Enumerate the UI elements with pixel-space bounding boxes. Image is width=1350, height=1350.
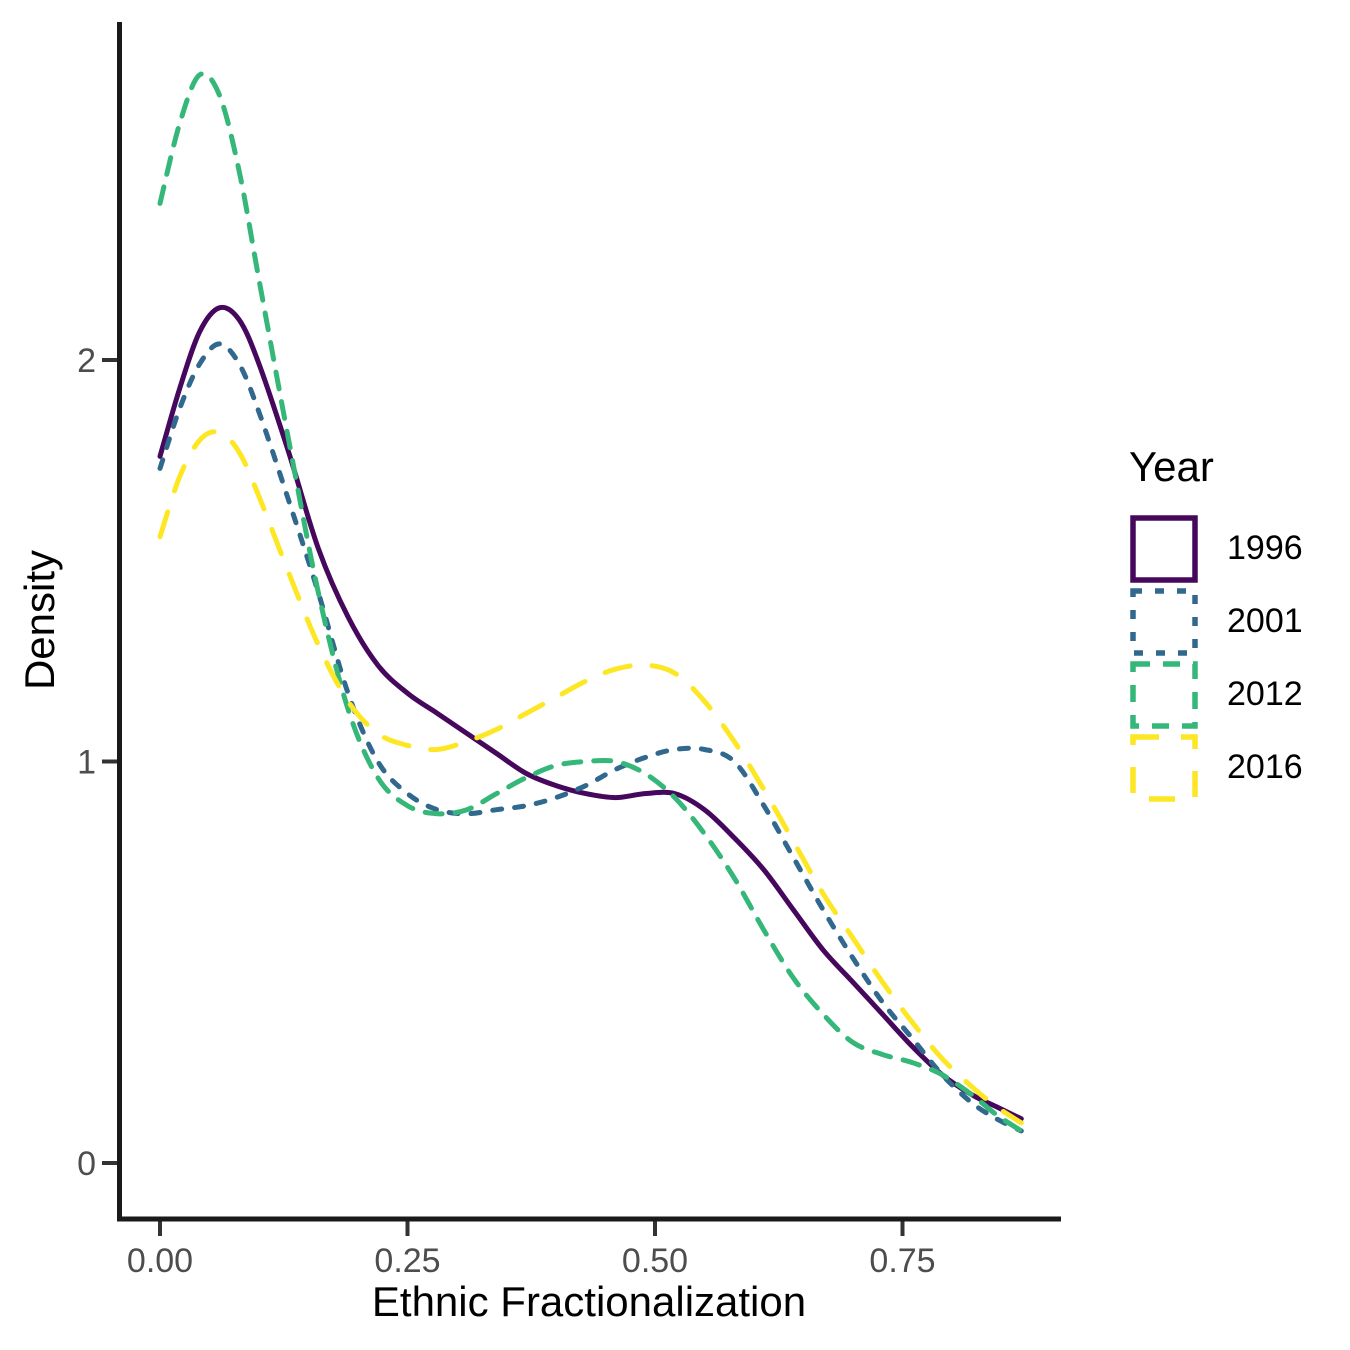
y-tick-label: 2 [77, 342, 96, 380]
legend-entry-1996: 1996 [1129, 512, 1303, 585]
x-tick-label: 0.25 [374, 1242, 440, 1280]
series-line-1996 [157, 304, 1024, 1122]
legend-key-1996 [1130, 514, 1198, 583]
legend-key-swatch [1130, 587, 1198, 656]
legend-key-swatch [1130, 514, 1198, 583]
legend-label: 2012 [1227, 675, 1303, 713]
legend: Year 1996 2001 2012 2016 [1129, 446, 1303, 804]
legend-title: Year [1129, 443, 1214, 490]
legend-key-2016 [1130, 733, 1198, 802]
legend-entry-2016: 2016 [1129, 731, 1303, 804]
legend-label: 2016 [1227, 748, 1303, 786]
x-axis-title: Ethnic Fractionalization [371, 1278, 807, 1325]
legend-key-swatch [1130, 733, 1198, 802]
y-axis-title: Density [16, 549, 63, 691]
x-tick-label: 0.00 [127, 1242, 193, 1280]
legend-key-2012 [1130, 660, 1198, 729]
legend-entry-2012: 2012 [1129, 658, 1303, 731]
legend-entries: 1996 2001 2012 2016 [1129, 512, 1303, 804]
series-line-2001 [157, 341, 1024, 1134]
legend-label: 2001 [1227, 602, 1303, 640]
y-tick-label: 1 [77, 744, 96, 782]
x-tick-label: 0.50 [622, 1242, 688, 1280]
series-line-2012 [157, 71, 1024, 1134]
legend-entry-2001: 2001 [1129, 585, 1303, 658]
legend-label: 1996 [1227, 529, 1303, 567]
y-tick-label: 0 [77, 1145, 96, 1183]
series-line-2016 [157, 429, 1024, 1126]
x-tick-label: 0.75 [869, 1242, 935, 1280]
legend-key-swatch [1130, 660, 1198, 729]
legend-key-2001 [1130, 587, 1198, 656]
